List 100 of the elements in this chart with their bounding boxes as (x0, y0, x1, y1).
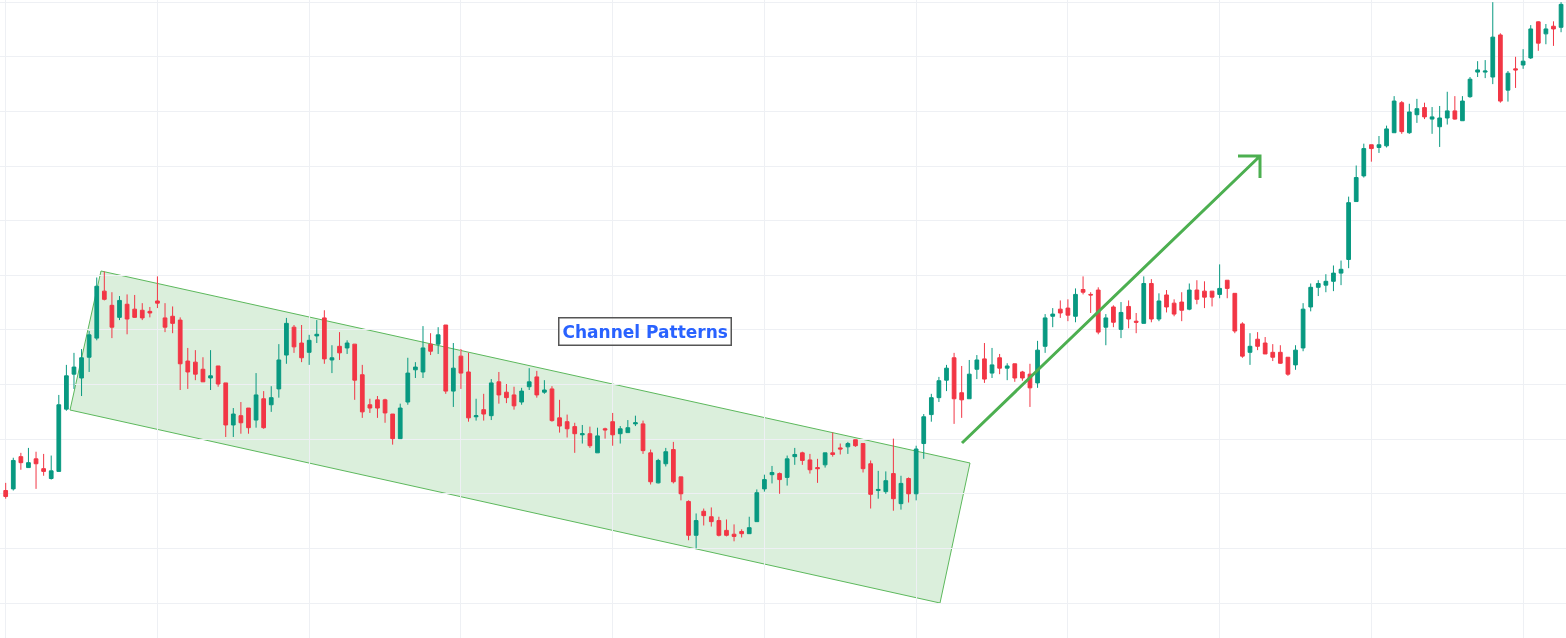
candlestick (1475, 60, 1480, 78)
candlestick (1232, 292, 1238, 334)
candlestick (982, 342, 987, 384)
candlestick (762, 474, 767, 493)
candlestick (1057, 299, 1063, 319)
candlestick (610, 412, 616, 447)
candlestick (1308, 282, 1314, 312)
candlestick (41, 453, 46, 477)
candlestick (1444, 91, 1450, 126)
candlestick (769, 465, 775, 484)
candlestick (200, 356, 206, 383)
candlestick (1277, 344, 1283, 365)
candlestick (1558, 1, 1564, 33)
candlestick (837, 443, 843, 455)
candlestick (109, 291, 115, 339)
candlestick (1194, 279, 1200, 305)
candlestick (405, 357, 411, 406)
candlestick (1103, 313, 1109, 346)
candlestick (906, 476, 911, 504)
candlestick (1467, 76, 1473, 99)
candlestick (1080, 275, 1086, 295)
candlestick (86, 330, 92, 373)
candlestick (511, 386, 517, 411)
candlestick (1551, 20, 1556, 47)
candlestick (1460, 95, 1465, 122)
candlestick (1224, 279, 1230, 299)
candlestick (875, 470, 881, 500)
candlestick (1247, 332, 1253, 366)
candlestick (1270, 343, 1276, 362)
candlestick (701, 508, 707, 526)
candlestick (974, 354, 980, 380)
candlestick (572, 422, 578, 454)
candlestick (1149, 278, 1154, 323)
candlestick (617, 425, 623, 445)
candlestick (1429, 106, 1435, 135)
candlestick (79, 348, 84, 397)
candlestick (443, 324, 449, 395)
candlestick (1391, 95, 1397, 134)
candlestick (33, 451, 39, 490)
candlestick (587, 426, 593, 449)
candlestick (26, 447, 31, 469)
candlestick (807, 453, 813, 475)
candlestick (928, 393, 934, 423)
candlestick (473, 398, 479, 422)
candlestick (488, 378, 494, 421)
candlestick (101, 270, 107, 301)
candlestick (640, 420, 646, 455)
candlestick (860, 443, 866, 473)
candlestick (1255, 331, 1260, 351)
candlestick (291, 324, 297, 354)
candlestick (238, 401, 244, 435)
candlestick (253, 372, 259, 429)
candlestick (496, 371, 502, 405)
candlestick (891, 438, 896, 512)
candlestick (367, 398, 373, 414)
candlestick (450, 342, 456, 408)
candlestick (830, 432, 836, 458)
candlestick (564, 414, 570, 439)
candlestick (246, 407, 251, 435)
candlestick (845, 441, 851, 455)
candlestick (997, 353, 1002, 375)
candlestick (413, 361, 418, 379)
candlestick (989, 347, 995, 379)
candlestick (1004, 362, 1010, 381)
candlestick (1422, 102, 1427, 120)
candlestick (208, 349, 213, 391)
candlestick (352, 343, 358, 401)
candlestick (18, 452, 24, 471)
candlestick (1217, 263, 1222, 299)
candlestick (193, 349, 198, 381)
candlestick (504, 383, 509, 404)
candlestick (655, 458, 661, 484)
annotation: Channel Patterns (562, 321, 728, 342)
candlestick (739, 528, 745, 538)
candlestick (132, 294, 138, 319)
candlestick (648, 449, 653, 486)
candlestick (1050, 307, 1056, 328)
candlestick (1346, 196, 1351, 269)
candlestick (1331, 264, 1336, 292)
candlestick (951, 352, 957, 425)
candlestick (1414, 98, 1420, 124)
candlestick (1012, 363, 1018, 383)
candlestick (48, 455, 54, 481)
candlestick (185, 347, 191, 390)
candlestick (1111, 304, 1116, 328)
candlestick (155, 275, 160, 309)
candlestick (868, 459, 873, 510)
candlestick (1338, 260, 1344, 286)
candlestick (261, 390, 267, 430)
candlestick (602, 427, 608, 440)
candlestick (177, 316, 183, 391)
candlestick (1293, 344, 1298, 371)
candlestick (754, 488, 760, 523)
candlestick (147, 306, 153, 318)
candlestick (56, 394, 62, 472)
candlestick (382, 398, 388, 424)
candlestick (534, 370, 540, 399)
candlestick (1164, 289, 1169, 313)
candlestick (921, 413, 927, 460)
candlestick (139, 302, 145, 321)
